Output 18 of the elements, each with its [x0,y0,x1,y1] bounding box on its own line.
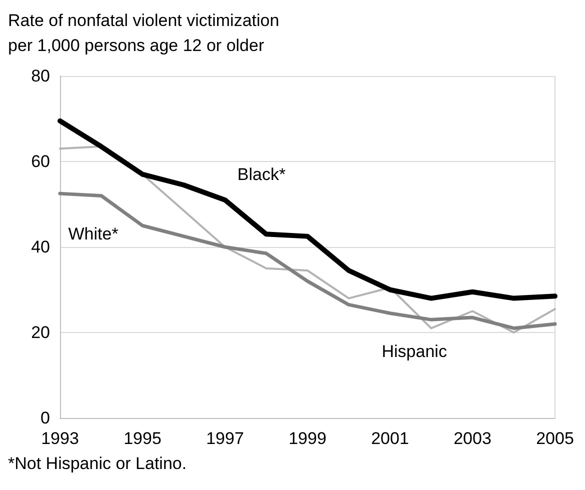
x-tick-label: 2005 [536,429,574,448]
x-tick-label: 1995 [124,429,162,448]
text: *Not Hispanic or Latino. [8,454,187,473]
line-series [58,192,557,330]
series-label: Black* [237,164,286,184]
y-tick-label: 20 [31,323,50,342]
x-tick-label: 1999 [288,429,326,448]
x-tick-label: 2003 [454,429,492,448]
x-tick-label: 1997 [206,429,244,448]
x-tick-label: 2001 [371,429,409,448]
y-tick-label: 40 [31,238,50,256]
y-tick-label: 80 [31,66,50,86]
x-tick-label: 1993 [41,429,79,448]
y-tick-label: 60 [31,152,50,171]
y-axis-title: Rate of nonfatal violent victimization per 1,000 persons age 12 or older [8,11,280,55]
y-tick-label: 0 [40,408,50,428]
series-label: Hispanic [382,342,448,362]
series-label: White* [68,224,119,244]
